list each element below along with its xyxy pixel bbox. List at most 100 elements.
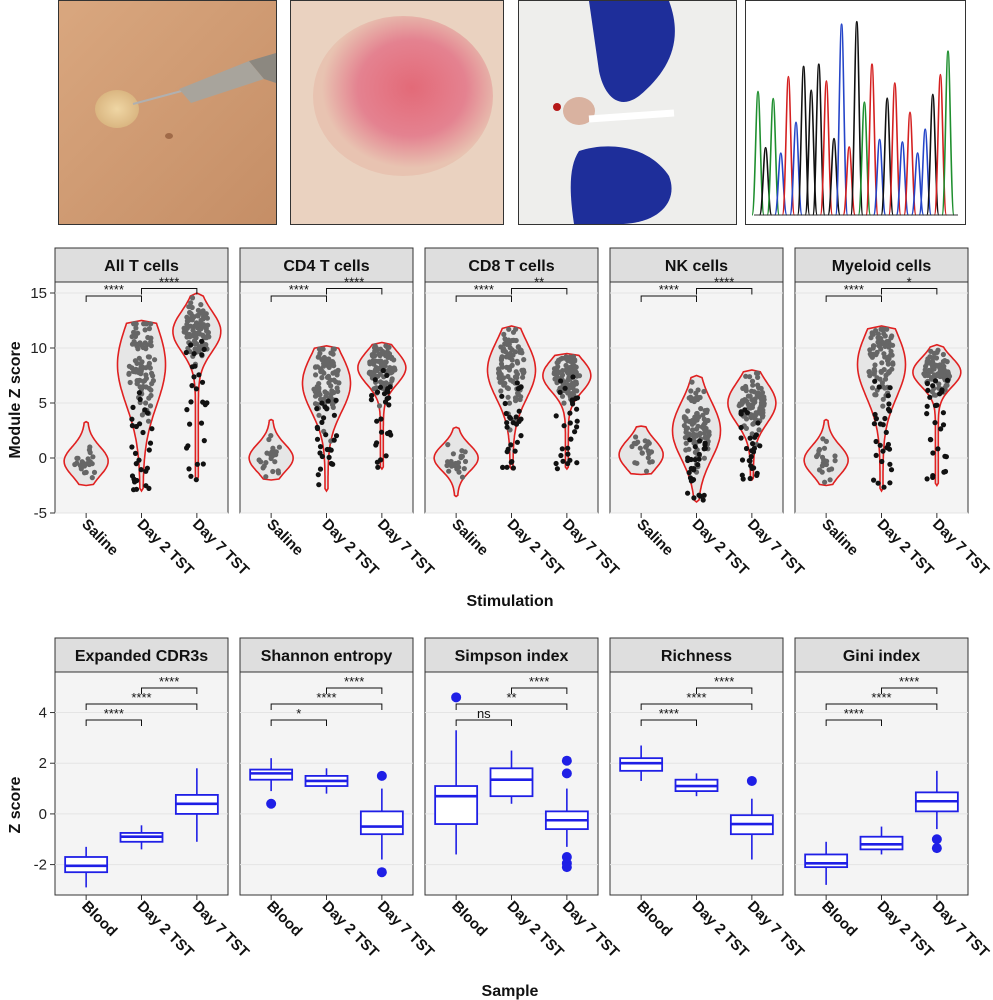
violin-point	[633, 434, 639, 440]
facet-strip	[609, 247, 784, 283]
violin-point	[191, 351, 197, 357]
violin-point	[506, 326, 512, 332]
violin-point	[871, 477, 877, 483]
violin-point	[336, 380, 342, 386]
violin-point	[886, 401, 892, 407]
violin-point	[510, 378, 516, 384]
violin-point	[747, 435, 753, 441]
significance-label: ****	[714, 275, 734, 290]
violin-point	[746, 404, 752, 410]
violin-point	[131, 339, 137, 345]
violin-point	[314, 436, 321, 442]
significance-bracket	[85, 719, 142, 726]
violin-point	[883, 340, 890, 346]
violin-point	[514, 371, 521, 377]
violin-point	[698, 406, 704, 412]
violin-point	[562, 385, 568, 391]
box-x-tick: Day 2 TST	[319, 898, 382, 961]
violin-point	[380, 380, 387, 386]
violin-point	[702, 428, 708, 434]
violin-x-tick: Saline	[633, 516, 676, 559]
violin-point	[331, 437, 337, 443]
violin-point	[930, 450, 936, 456]
violin-point	[573, 395, 579, 402]
violin-point	[882, 415, 888, 422]
violin-point	[378, 429, 385, 435]
significance-bracket	[455, 703, 568, 710]
violin-point	[506, 400, 513, 406]
violin-point	[686, 431, 692, 437]
violin-point	[182, 329, 188, 335]
violin-point	[319, 419, 325, 425]
violin-point	[872, 392, 878, 398]
significance-bracket	[696, 288, 753, 295]
violin-point	[81, 470, 88, 476]
violin-point	[378, 416, 384, 422]
violin-point	[146, 326, 152, 332]
violin-point	[314, 406, 320, 412]
violin-point	[499, 354, 505, 360]
significance-bracket	[640, 719, 697, 726]
violin-point	[565, 367, 571, 373]
violin-point	[702, 408, 708, 414]
violin-point	[869, 385, 876, 391]
box-0	[434, 692, 479, 855]
violin-point	[184, 314, 190, 320]
significance-bracket	[511, 288, 568, 295]
violin-point	[822, 479, 828, 485]
significance-label: ****	[344, 275, 364, 290]
violin-point	[334, 369, 340, 376]
violin-point	[276, 444, 282, 450]
violin-point	[498, 388, 504, 394]
violin-point	[924, 476, 930, 482]
outlier-point	[561, 755, 572, 766]
violin-point	[319, 375, 325, 381]
box-x-tick: Day 7 TST	[374, 898, 437, 961]
violin-point	[508, 459, 514, 465]
violin-point	[129, 334, 135, 340]
box-x-axis-title: Sample	[482, 983, 539, 1000]
photo-skin-biopsy	[518, 0, 737, 225]
violin-point	[887, 461, 893, 467]
violin-x-tick: Day 2 TST	[504, 516, 567, 579]
violin-point	[199, 352, 205, 358]
violin-point	[145, 418, 152, 424]
violin-x-tick: Saline	[263, 516, 306, 559]
violin-point	[934, 373, 940, 379]
box-0	[619, 745, 664, 781]
violin-point	[146, 360, 152, 366]
violin-point	[827, 477, 833, 483]
violin-point	[459, 474, 466, 480]
violin-point	[201, 438, 207, 444]
violin-point	[502, 349, 509, 355]
violin-point	[505, 394, 511, 400]
violin-point	[142, 407, 148, 413]
violin-point	[572, 429, 578, 435]
violin-point	[567, 420, 573, 426]
violin-point	[514, 439, 521, 445]
violin-point	[938, 426, 944, 432]
violin-point	[757, 443, 763, 449]
violin-point	[136, 457, 142, 463]
violin-point	[923, 363, 929, 369]
violin-point	[554, 360, 560, 366]
violin-point	[143, 321, 149, 327]
violin-point	[743, 445, 750, 452]
violin-point	[750, 382, 756, 388]
violin-point	[146, 447, 152, 453]
box-x-tick: Blood	[78, 898, 120, 940]
violin-x-tick: Saline	[448, 516, 491, 559]
violin-point	[695, 423, 701, 429]
violin-point	[504, 424, 510, 430]
box-rect	[359, 810, 404, 836]
violin-point	[559, 393, 566, 399]
significance-label: ****	[316, 690, 336, 705]
violin-x-tick: Day 2 TST	[319, 516, 382, 579]
violin-point	[321, 360, 327, 367]
violin-point	[147, 365, 153, 371]
violin-point	[925, 372, 931, 378]
violin-point	[143, 365, 149, 371]
violin-point	[85, 456, 91, 462]
violin-point	[331, 377, 337, 383]
violin-point	[391, 365, 397, 371]
